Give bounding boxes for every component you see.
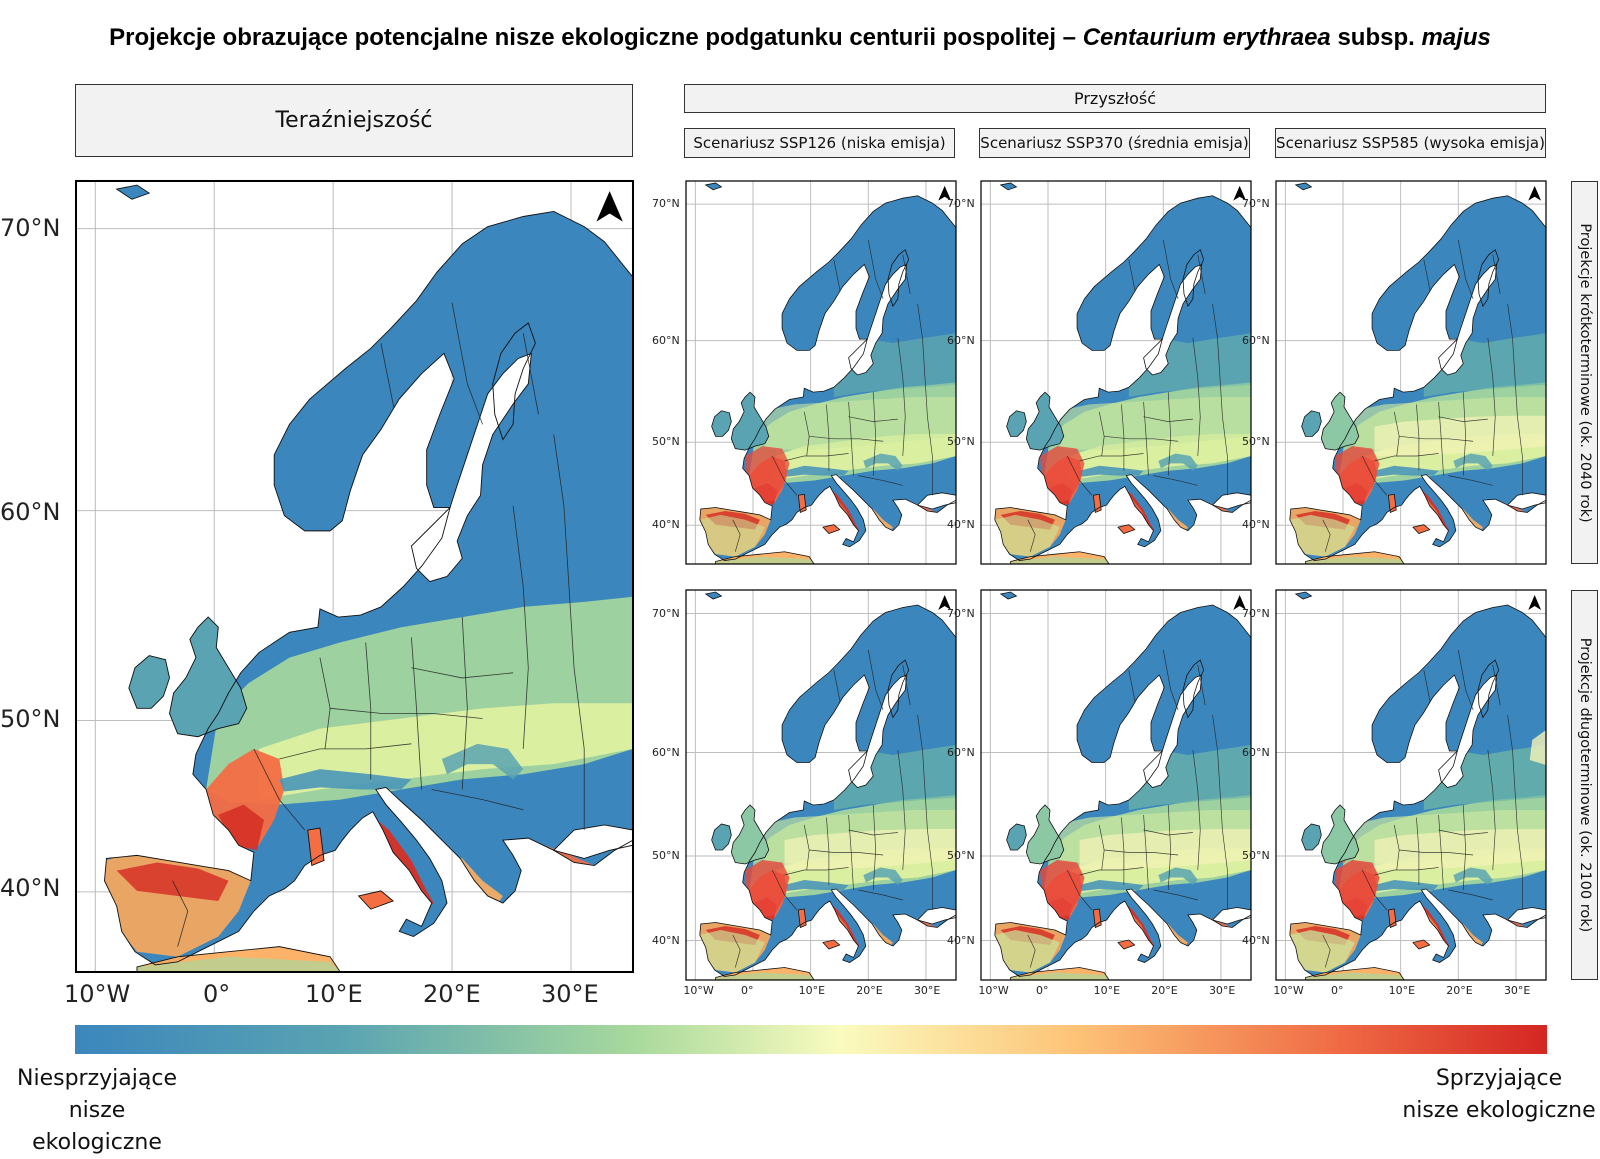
present-map-north-arrow-icon xyxy=(596,191,623,222)
future-header: Przyszłość xyxy=(684,84,1546,113)
future-map-r1-c3-lat-40: 40°N xyxy=(1242,518,1270,532)
future-map-r1-c2-lat-50: 50°N xyxy=(947,435,975,449)
future-map-r2-c1-north-arrow-icon xyxy=(938,595,952,610)
future-map-r1-c1-lat-70: 70°N xyxy=(652,197,680,211)
future-map-r1-c1 xyxy=(685,180,957,565)
future-map-r2-c3-lat-60: 60°N xyxy=(1242,745,1270,759)
future-map-r2-c2-north-arrow-icon xyxy=(1233,595,1247,610)
scenario-header-ssp370: Scenariusz SSP370 (średnia emisja) xyxy=(979,128,1250,158)
future-map-r2-c1-country-borders xyxy=(732,649,933,968)
present-lat-70: 70°N xyxy=(0,214,61,242)
future-map-r1-c1-lat-50: 50°N xyxy=(652,435,680,449)
future-map-r2-c3-svg xyxy=(1275,589,1547,981)
future-map-r1-c2 xyxy=(980,180,1252,565)
future-map-r1-c1-svg xyxy=(685,180,957,565)
future-map-r1-c2-lat-40: 40°N xyxy=(947,518,975,532)
future-map-r1-c3 xyxy=(1275,180,1547,565)
future-map-r1-c1-lat-40: 40°N xyxy=(652,518,680,532)
future-map-r1-c1-lat-60: 60°N xyxy=(652,333,680,347)
future-map-r2-c2 xyxy=(980,589,1252,981)
present-lon-30e: 30°E xyxy=(541,980,599,1008)
future-map-r2-c2-svg xyxy=(980,589,1252,981)
future-map-r1-c2-lat-70: 70°N xyxy=(947,197,975,211)
future-map-r2-c1-svg xyxy=(685,589,957,981)
present-lon-20e: 20°E xyxy=(423,980,481,1008)
future-map-r2-c2-lon-1: 0° xyxy=(1036,984,1049,997)
future-map-r2-c3-country-borders xyxy=(1322,649,1523,968)
legend-low-label: Niesprzyjające nisze ekologiczne xyxy=(17,1066,177,1155)
future-map-r2-c1-lon-1: 0° xyxy=(741,984,754,997)
future-map-r2-c2-lon-2: 10°E xyxy=(1093,984,1121,997)
future-map-r2-c2-country-borders xyxy=(1027,649,1228,968)
legend-colorbar xyxy=(75,1025,1547,1054)
figure-title: Projekcje obrazujące potencjalne nisze e… xyxy=(109,24,1491,51)
future-map-r2-c3-lon-3: 20°E xyxy=(1446,984,1473,997)
legend-high-label: Sprzyjające nisze ekologiczne xyxy=(1402,1066,1596,1123)
future-map-r1-c2-north-arrow-icon xyxy=(1233,185,1247,201)
present-lat-50: 50°N xyxy=(0,705,61,733)
future-map-r2-c1-lon-4: 30°E xyxy=(913,984,941,997)
future-map-r1-c1-north-arrow-icon xyxy=(938,185,952,201)
future-map-r2-c3-lat-70: 70°N xyxy=(1242,606,1270,620)
row-label-long-term: Projekcje długoterminowe (ok. 2100 rok) xyxy=(1571,590,1598,980)
future-map-r2-c3 xyxy=(1275,589,1547,981)
future-map-r2-c3-lon-2: 10°E xyxy=(1388,984,1416,997)
future-map-r2-c1-lon-3: 20°E xyxy=(856,984,883,997)
future-map-r2-c3-lon-4: 30°E xyxy=(1503,984,1531,997)
future-map-r2-c2-lat-50: 50°N xyxy=(947,849,975,862)
future-map-r2-c3-lon-0: 10°W xyxy=(1273,984,1304,997)
future-map-r2-c2-lat-70: 70°N xyxy=(947,606,975,620)
present-header: Teraźniejszość xyxy=(75,84,633,157)
future-map-r1-c3-lat-50: 50°N xyxy=(1242,435,1270,449)
future-map-r2-c1-lat-40: 40°N xyxy=(652,933,680,947)
scenario-header-ssp585: Scenariusz SSP585 (wysoka emisja) xyxy=(1275,128,1546,158)
future-map-r2-c1-lat-50: 50°N xyxy=(652,849,680,862)
present-lat-60: 60°N xyxy=(0,498,61,526)
present-lon-10e: 10°E xyxy=(305,980,363,1008)
present-map-svg xyxy=(74,179,635,974)
future-map-r1-c3-lat-60: 60°N xyxy=(1242,333,1270,347)
scenario-header-ssp126: Scenariusz SSP126 (niska emisja) xyxy=(684,128,955,158)
future-map-r1-c2-svg xyxy=(980,180,1252,565)
present-lat-40: 40°N xyxy=(0,874,61,902)
future-map-r2-c1-lon-2: 10°E xyxy=(798,984,826,997)
future-map-r2-c3-lat-50: 50°N xyxy=(1242,849,1270,862)
present-map xyxy=(74,179,635,974)
present-lon-0: 0° xyxy=(203,980,231,1008)
future-map-r2-c1-lat-70: 70°N xyxy=(652,606,680,620)
row-label-short-term: Projekcje krótkoterminowe (ok. 2040 rok) xyxy=(1571,181,1598,564)
future-map-r2-c3-lat-40: 40°N xyxy=(1242,933,1270,947)
future-map-r1-c3-svg xyxy=(1275,180,1547,565)
future-map-r2-c2-lon-4: 30°E xyxy=(1208,984,1236,997)
future-map-r2-c3-north-arrow-icon xyxy=(1528,595,1542,610)
future-map-r2-c3-lon-1: 0° xyxy=(1331,984,1344,997)
future-map-r1-c3-lat-70: 70°N xyxy=(1242,197,1270,211)
present-lon-10w: 10°W xyxy=(64,980,131,1008)
future-map-r2-c2-lat-60: 60°N xyxy=(947,745,975,759)
future-map-r1-c2-lat-60: 60°N xyxy=(947,333,975,347)
future-map-r2-c2-lon-0: 10°W xyxy=(978,984,1009,997)
future-map-r2-c2-lat-40: 40°N xyxy=(947,933,975,947)
future-map-r2-c1 xyxy=(685,589,957,981)
future-map-r2-c2-lon-3: 20°E xyxy=(1151,984,1178,997)
future-map-r2-c1-lat-60: 60°N xyxy=(652,745,680,759)
future-map-r1-c3-north-arrow-icon xyxy=(1528,185,1542,201)
future-map-r2-c1-lon-0: 10°W xyxy=(683,984,714,997)
future-map-r1-c3-country-borders xyxy=(1322,239,1523,552)
